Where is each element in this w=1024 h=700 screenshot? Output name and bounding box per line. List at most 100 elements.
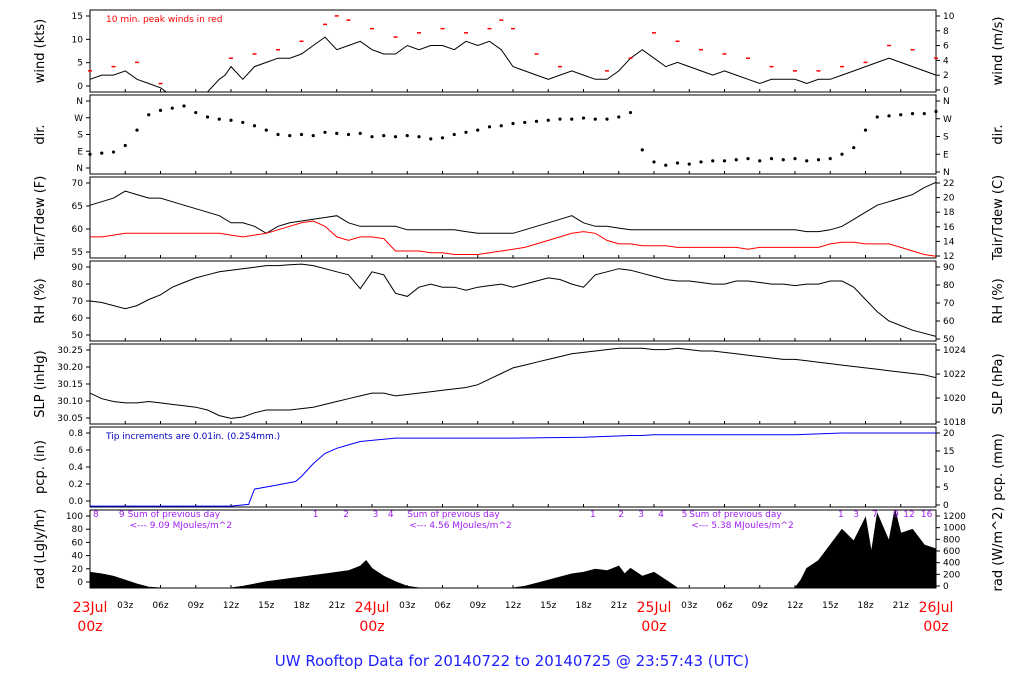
- right-tick-label: 20: [943, 194, 955, 204]
- panel-annotation: 10 min. peak winds in red: [106, 15, 223, 25]
- direction-point: [781, 158, 785, 162]
- hour-tick-label: 09z: [752, 601, 768, 611]
- hour-marker: 16: [921, 510, 933, 520]
- left-tick-label: 20: [72, 565, 84, 575]
- direction-point: [170, 106, 174, 110]
- left-tick-label: 50: [72, 331, 84, 341]
- left-tick-label: 0.0: [69, 497, 84, 507]
- direction-point: [111, 150, 116, 154]
- left-tick-label: 0.2: [69, 480, 83, 490]
- time-axis: 03z 06z 09z 12z 15z 18z 21z 03z 06z 09z 12z 15z 18z 2…: [73, 600, 954, 635]
- left-axis-label: Tair/Tdew (F): [33, 176, 48, 261]
- direction-point: [323, 130, 327, 134]
- hour-marker: 1: [590, 510, 596, 520]
- left-axis-label: wind (kts): [33, 19, 48, 83]
- hour-tick-label: 09z: [470, 601, 486, 611]
- right-tick-label: S: [943, 133, 949, 143]
- direction-point: [429, 137, 433, 141]
- direction-point: [628, 110, 633, 115]
- left-tick-label: 0.4: [69, 463, 84, 473]
- left-tick-label: 55: [72, 248, 83, 258]
- panel-rad: rad (Lgly/hr) rad (W/m^2)0204060801000200…: [33, 507, 1006, 592]
- direction-point: [828, 157, 832, 161]
- hour-tick-label: 12z: [505, 601, 521, 611]
- direction-point: [570, 117, 574, 121]
- hour-tick-label: 06z: [434, 601, 450, 611]
- direction-point: [405, 133, 409, 138]
- left-tick-label: 15: [72, 12, 83, 22]
- hour-marker: 1: [313, 510, 319, 520]
- left-axis-label: dir.: [33, 124, 48, 144]
- direction-point: [252, 124, 257, 128]
- right-axis-label: wind (m/s): [991, 17, 1006, 86]
- direction-point: [934, 109, 938, 114]
- hour-marker: 5: [682, 510, 688, 520]
- direction-point: [393, 135, 398, 139]
- direction-point: [687, 162, 691, 166]
- right-tick-label: N: [943, 97, 950, 107]
- direction-point: [288, 133, 292, 138]
- hour-marker: 9: [119, 510, 125, 520]
- panel-rh: RH (%) RH (%) 50 60 70 80 90 50 60 70 80 90: [33, 260, 1006, 345]
- hour-marker: 4: [658, 510, 664, 520]
- day-zulu-label: 00z: [923, 619, 948, 635]
- right-tick-label: N: [943, 168, 950, 178]
- right-tick-label: 10: [943, 465, 955, 475]
- direction-point: [711, 159, 715, 163]
- hour-marker: 2: [618, 510, 624, 520]
- left-tick-label: 40: [72, 552, 84, 562]
- direction-point: [852, 146, 856, 150]
- left-tick-label: 10: [72, 35, 84, 45]
- right-tick-label: 4: [943, 56, 949, 66]
- left-tick-label: 0.8: [69, 429, 84, 439]
- direction-point: [452, 132, 456, 137]
- direction-point: [546, 118, 550, 122]
- direction-point: [264, 128, 268, 132]
- right-axis-label: rad (W/m^2): [991, 507, 1006, 592]
- direction-point: [382, 133, 386, 138]
- panel-frame: [89, 176, 937, 259]
- direction-point: [100, 151, 104, 155]
- left-tick-label: 30.15: [57, 380, 83, 390]
- direction-point: [123, 143, 127, 148]
- right-tick-label: 5: [943, 483, 949, 493]
- series-SLP: [89, 347, 937, 419]
- right-tick-label: 8: [943, 27, 949, 37]
- hour-tick-label: 03z: [117, 601, 133, 611]
- direction-point: [593, 117, 597, 121]
- right-tick-label: 0: [943, 582, 949, 592]
- right-tick-label: 0: [943, 86, 949, 96]
- direction-point: [205, 115, 210, 119]
- direction-point: [499, 124, 503, 128]
- left-tick-label: 60: [72, 538, 84, 548]
- hour-marker: 3: [373, 510, 379, 520]
- right-tick-label: 1018: [943, 418, 966, 428]
- left-tick-label: 80: [72, 280, 84, 290]
- panel-annotation: Tip increments are 0.01in. (0.254mm.): [105, 432, 280, 442]
- hour-tick-label: 18z: [575, 601, 591, 611]
- direction-point: [311, 133, 315, 138]
- right-tick-label: 800: [943, 535, 960, 545]
- right-tick-label: 2: [943, 71, 949, 81]
- direction-point: [746, 157, 750, 161]
- left-tick-label: E: [77, 147, 83, 157]
- direction-point: [464, 130, 468, 134]
- left-tick-label: 90: [72, 263, 84, 273]
- hour-tick-label: 15z: [540, 601, 556, 611]
- left-axis-label: SLP (inHg): [33, 350, 48, 418]
- right-tick-label: 10: [943, 12, 955, 22]
- direction-point: [88, 152, 92, 156]
- direction-point: [722, 159, 727, 163]
- left-axis-label: RH (%): [33, 278, 48, 323]
- left-tick-label: 30.05: [57, 414, 83, 424]
- direction-point: [335, 131, 339, 136]
- direction-point: [370, 135, 374, 139]
- hour-tick-label: 21z: [893, 601, 909, 611]
- hour-marker: 1: [838, 510, 844, 520]
- hour-marker: 7: [872, 510, 878, 520]
- hour-marker: 3: [853, 510, 859, 520]
- sum-note-title: Sum of previous day: [689, 510, 782, 520]
- day-zulu-label: 00z: [359, 619, 384, 635]
- right-axis-label: RH (%): [991, 278, 1006, 323]
- day-zulu-label: 00z: [641, 619, 666, 635]
